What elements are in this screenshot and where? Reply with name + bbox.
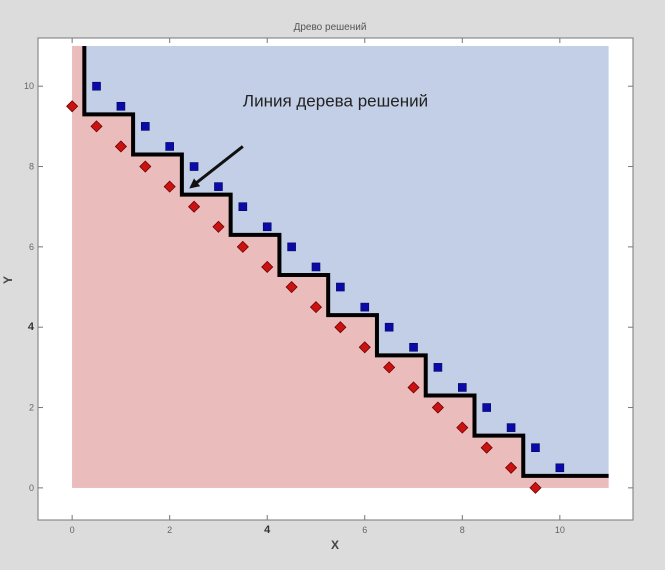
y-tick-label: 2: [29, 403, 34, 413]
diamond-point: [163, 180, 176, 193]
diamond-point: [187, 200, 201, 213]
decision-boundary-layer: [82, 46, 609, 478]
x-tick-label: 2: [167, 525, 172, 535]
diamond-point: [285, 280, 298, 294]
data-points: [66, 81, 565, 494]
y-tick-label: 10: [24, 81, 34, 91]
x-tick-label: 0: [70, 525, 75, 535]
annotation-arrow: [189, 145, 244, 189]
y-tick-label: 0: [29, 483, 34, 493]
square-point: [360, 302, 370, 312]
square-point: [116, 101, 126, 111]
square-point: [409, 342, 418, 352]
diamond-point: [236, 240, 249, 253]
square-point: [140, 122, 150, 131]
square-point: [384, 322, 394, 332]
diamond-point: [505, 461, 518, 474]
square-point: [189, 162, 199, 171]
y-axis-label: Y: [1, 276, 15, 284]
diamond-point: [114, 140, 127, 153]
square-point: [262, 222, 272, 232]
square-point: [238, 202, 248, 211]
diamond-point: [139, 160, 152, 173]
y-tick-label: 6: [29, 242, 34, 252]
diamond-point: [334, 321, 347, 334]
diamond-point: [383, 361, 396, 374]
y-tick-label: 8: [29, 162, 34, 172]
diamond-point: [66, 100, 79, 113]
square-point: [92, 81, 101, 91]
x-axis-label: X: [331, 538, 339, 552]
diamond-point: [456, 421, 469, 434]
diamond-point: [407, 381, 420, 394]
diamond-point: [529, 481, 542, 494]
square-point: [458, 383, 467, 392]
decision-boundary-line: [82, 46, 609, 478]
diamond-point: [261, 260, 274, 274]
square-point: [555, 463, 565, 473]
x-tick-label: 10: [555, 525, 565, 535]
x-tick-label: 4: [264, 524, 271, 536]
classification-regions: [72, 46, 609, 488]
square-point: [287, 242, 296, 252]
square-point: [165, 142, 174, 151]
axis-ticks: 0 2 4 6 8 10 0 2 4 6 8 10: [24, 38, 633, 536]
square-point: [531, 443, 540, 453]
square-point: [336, 282, 345, 292]
x-tick-label: 6: [362, 525, 367, 535]
diamond-point: [90, 120, 103, 133]
square-point: [311, 262, 321, 272]
annotation-text: Линия дерева решений: [243, 91, 428, 110]
square-point: [214, 182, 223, 191]
lower-class-region: [72, 46, 609, 488]
annotation-layer: Линия дерева решений: [189, 91, 428, 189]
square-point: [506, 423, 516, 432]
diamond-point: [212, 220, 225, 233]
chart-title: Древо решений: [294, 22, 367, 33]
square-point: [482, 403, 491, 412]
diamond-point: [431, 401, 444, 414]
diamond-point: [480, 441, 493, 454]
x-tick-label: 8: [460, 525, 465, 535]
y-tick-label: 4: [28, 321, 35, 333]
diamond-point: [358, 341, 371, 354]
square-point: [433, 363, 443, 372]
diamond-point: [309, 301, 323, 314]
